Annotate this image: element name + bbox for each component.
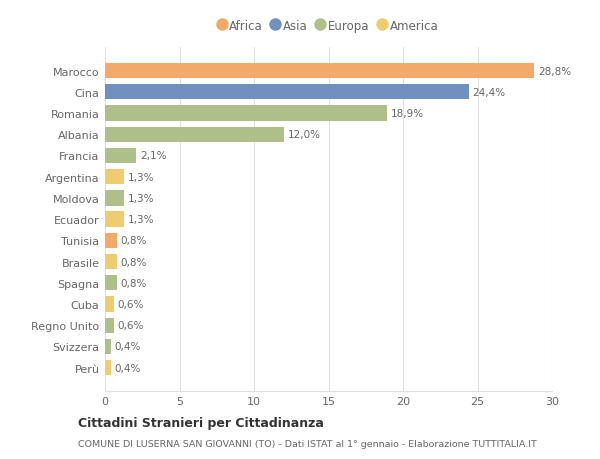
Text: 2,1%: 2,1% [140, 151, 167, 161]
Bar [105, 191, 124, 206]
Bar [105, 275, 117, 291]
Text: 0,4%: 0,4% [115, 363, 141, 373]
Text: 1,3%: 1,3% [128, 172, 155, 182]
Text: 0,6%: 0,6% [118, 299, 144, 309]
Text: 1,3%: 1,3% [128, 215, 155, 224]
Bar [105, 339, 111, 354]
Text: 0,4%: 0,4% [115, 341, 141, 352]
Bar [105, 170, 124, 185]
Text: 0,8%: 0,8% [121, 257, 147, 267]
Text: 18,9%: 18,9% [391, 109, 424, 119]
Bar [105, 233, 117, 248]
Bar [105, 360, 111, 375]
Text: 24,4%: 24,4% [472, 88, 505, 98]
Bar [105, 106, 386, 121]
Bar [105, 212, 124, 227]
Bar [105, 297, 114, 312]
Bar [105, 254, 117, 269]
Text: 0,6%: 0,6% [118, 320, 144, 330]
Text: Cittadini Stranieri per Cittadinanza: Cittadini Stranieri per Cittadinanza [78, 416, 324, 429]
Bar [105, 148, 136, 164]
Bar [105, 318, 114, 333]
Text: COMUNE DI LUSERNA SAN GIOVANNI (TO) - Dati ISTAT al 1° gennaio - Elaborazione TU: COMUNE DI LUSERNA SAN GIOVANNI (TO) - Da… [78, 439, 537, 448]
Text: 0,8%: 0,8% [121, 278, 147, 288]
Text: 28,8%: 28,8% [538, 67, 571, 76]
Bar [105, 127, 284, 143]
Legend: Africa, Asia, Europa, America: Africa, Asia, Europa, America [215, 17, 442, 36]
Text: 1,3%: 1,3% [128, 193, 155, 203]
Bar [105, 85, 469, 100]
Text: 0,8%: 0,8% [121, 236, 147, 246]
Bar [105, 64, 534, 79]
Text: 12,0%: 12,0% [287, 130, 320, 140]
